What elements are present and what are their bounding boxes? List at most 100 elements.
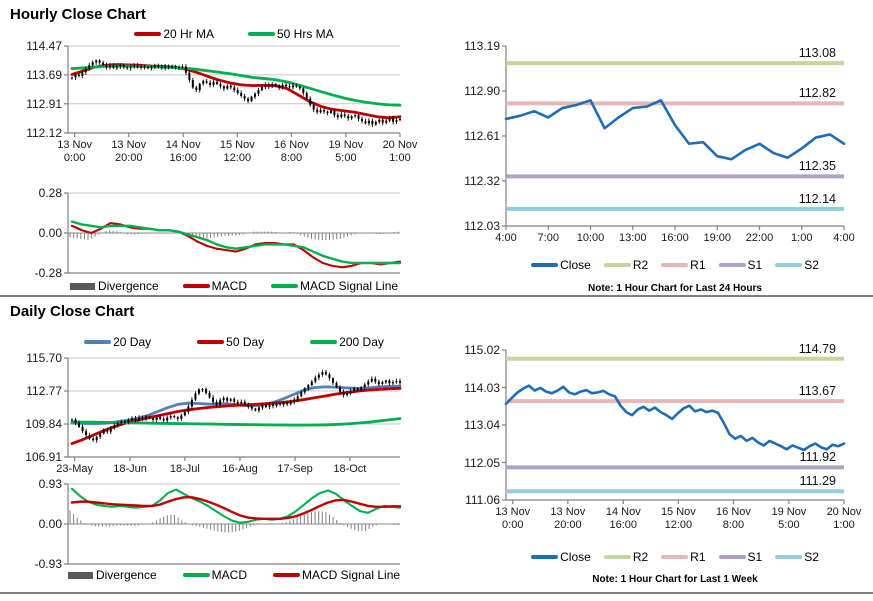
legend-label: R1	[690, 550, 706, 564]
daily-macd-y-axis: 0.93 0.00 -0.93	[16, 477, 62, 571]
y-tick-label: 113.69	[26, 67, 62, 82]
legend-label: Divergence	[97, 279, 159, 293]
legend-item: S2	[775, 258, 819, 272]
legend-item: 20 Hr MA	[134, 27, 214, 41]
legend-swatch	[310, 340, 338, 344]
legend-label: S2	[804, 258, 819, 272]
y-tick-label: 111.06	[465, 493, 500, 507]
intraday-note: Note: 1 Hour Chart for Last 24 Hours	[588, 283, 762, 294]
x-tick-label: 16 Nov 8:00	[716, 506, 751, 531]
hourly-price-x-axis: 13 Nov 0:00 13 Nov 20:00 14 Nov 16:00 15 No…	[57, 139, 417, 167]
x-tick-label: 19:00	[703, 232, 732, 244]
x-tick-label: 20 Nov 1:00	[382, 139, 418, 164]
y-tick-label: 113.19	[464, 39, 500, 53]
x-tick-label: 13 Nov 0:00	[57, 139, 93, 164]
legend-swatch	[603, 555, 631, 559]
hourly-ma-legend: 20 Hr MA 50 Hrs MA	[68, 27, 400, 41]
x-tick-label: 18-Jul	[169, 463, 200, 475]
x-tick-label: 13:00	[618, 232, 647, 244]
legend-item: Divergence	[67, 568, 157, 582]
legend-swatch	[69, 282, 95, 290]
x-tick-label: 4:00	[833, 232, 855, 244]
y-tick-label: 112.12	[26, 126, 62, 140]
legend-swatch	[271, 284, 298, 288]
legend-item: Divergence	[69, 279, 159, 293]
legend-swatch	[182, 284, 210, 288]
y-tick-label: -0.28	[34, 266, 62, 280]
y-tick-label: 112.91	[26, 96, 62, 111]
legend-swatch	[775, 555, 803, 559]
legend-swatch	[248, 32, 275, 36]
bottom-divider	[0, 592, 873, 594]
x-tick-label: 4:00	[495, 232, 517, 244]
intraday-canvas	[502, 45, 846, 230]
daily-price-canvas	[64, 357, 402, 461]
weekly-y-axis: 115.02 114.03 113.04 112.05 111.06	[454, 343, 500, 507]
legend-swatch	[67, 571, 93, 579]
hourly-macd-canvas	[64, 192, 402, 274]
legend-item: S1	[718, 258, 763, 272]
weekly-note: Note: 1 Hour Chart for Last 1 Week	[592, 574, 758, 585]
legend-label: Divergence	[95, 568, 157, 582]
legend-swatch	[273, 573, 300, 577]
section-divider	[0, 295, 873, 297]
x-tick-label: 20 Nov 1:00	[826, 506, 862, 531]
legend-swatch	[661, 263, 689, 267]
y-tick-label: 115.02	[464, 343, 500, 357]
legend-label: S1	[747, 258, 763, 272]
x-tick-label: 15 Nov 12:00	[219, 139, 255, 164]
y-tick-label: 115.70	[26, 351, 62, 365]
hourly-macd-y-axis: 0.28 0.00 -0.28	[16, 186, 62, 280]
y-tick-label: 0.93	[38, 477, 62, 491]
legend-swatch	[531, 263, 559, 267]
legend-item: Close	[531, 550, 591, 564]
x-tick-label: 13 Nov 20:00	[550, 506, 586, 531]
legend-label: MACD Signal Line	[302, 568, 401, 582]
legend-label: 20 Hr MA	[163, 27, 214, 41]
legend-item: R1	[661, 258, 706, 272]
x-tick-label: 14 Nov 16:00	[165, 139, 201, 164]
hourly-price-canvas	[64, 45, 402, 137]
x-tick-label: 15 Nov 12:00	[660, 506, 696, 531]
y-tick-label: -0.93	[34, 557, 62, 571]
y-tick-label: 0.00	[38, 517, 62, 531]
legend-swatch	[603, 263, 631, 267]
legend-item: R2	[603, 258, 648, 272]
legend-item: MACD Signal Line	[271, 279, 398, 293]
legend-item: S2	[775, 550, 819, 564]
legend-item: R2	[603, 550, 648, 564]
x-tick-label: 17-Sep	[277, 463, 313, 475]
legend-item: 50 Day	[197, 335, 264, 349]
legend-item: 20 Day	[84, 335, 151, 349]
legend-item: MACD	[182, 568, 247, 582]
x-tick-label: 16 Nov 8:00	[273, 139, 309, 164]
legend-label: 50 Day	[226, 335, 265, 349]
x-tick-label: 1:00	[791, 232, 813, 244]
x-tick-label: 7:00	[537, 232, 559, 244]
x-tick-label: 16-Aug	[222, 463, 258, 475]
legend-label: MACD	[211, 279, 247, 293]
legend-item: MACD	[182, 279, 247, 293]
x-tick-label: 23-May	[56, 463, 93, 475]
x-tick-label: 13 Nov 0:00	[495, 506, 531, 531]
legend-swatch	[661, 555, 689, 559]
x-tick-label: 19 Nov 5:00	[328, 139, 364, 164]
legend-label: Close	[560, 258, 591, 272]
intraday-y-axis: 113.19 112.90 112.61 112.32 112.03	[454, 39, 500, 233]
y-tick-label: 113.04	[464, 418, 500, 432]
x-tick-label: 19 Nov 5:00	[771, 506, 807, 531]
hourly-macd-legend: Divergence MACD MACD Signal Line	[68, 279, 400, 293]
legend-label: 50 Hrs MA	[277, 27, 334, 41]
x-tick-label: 16:00	[661, 232, 689, 244]
legend-swatch	[718, 263, 746, 267]
legend-item: 200 Day	[310, 335, 384, 349]
legend-item: Close	[531, 258, 591, 272]
y-tick-label: 0.00	[38, 226, 62, 240]
weekly-x-axis: 13 Nov 0:00 13 Nov 20:00 14 Nov 16:00 15 No…	[495, 506, 861, 534]
y-tick-label: 112.05	[464, 455, 500, 470]
y-tick-label: 112.77	[26, 384, 62, 398]
y-tick-label: 112.61	[464, 129, 500, 143]
weekly-canvas	[502, 349, 846, 504]
daily-macd-legend: Divergence MACD MACD Signal Line	[67, 568, 401, 582]
